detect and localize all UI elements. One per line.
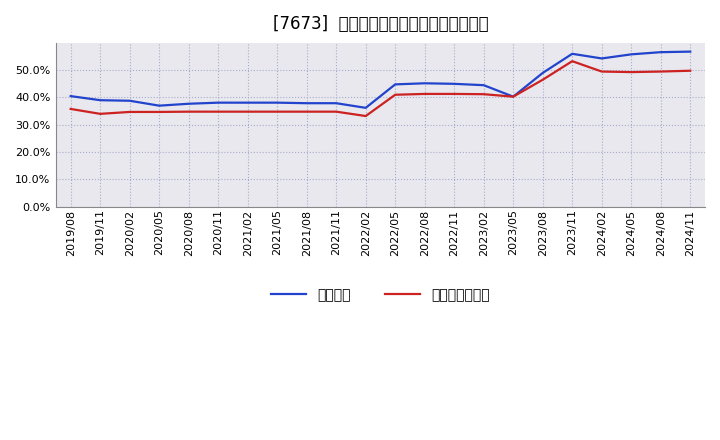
固定比率 (96, 98, 104, 103)
固定長期適合率 (302, 109, 311, 114)
固定比率 (214, 100, 222, 105)
固定比率 (480, 83, 488, 88)
固定比率 (509, 94, 518, 99)
Line: 固定比率: 固定比率 (71, 51, 690, 108)
固定長期適合率 (450, 91, 459, 96)
固定比率 (686, 49, 695, 54)
固定長期適合率 (96, 111, 104, 117)
固定比率 (450, 81, 459, 87)
固定長期適合率 (686, 68, 695, 73)
固定長期適合率 (66, 106, 75, 112)
固定長期適合率 (243, 109, 252, 114)
固定長期適合率 (420, 91, 429, 96)
固定長期適合率 (125, 109, 134, 114)
固定長期適合率 (273, 109, 282, 114)
固定比率 (568, 51, 577, 56)
Title: [7673]  固定比率、固定長期適合率の推移: [7673] 固定比率、固定長期適合率の推移 (273, 15, 488, 33)
固定比率 (125, 98, 134, 103)
固定長期適合率 (155, 109, 163, 114)
固定比率 (155, 103, 163, 108)
固定比率 (302, 101, 311, 106)
固定長期適合率 (657, 69, 665, 74)
固定比率 (539, 70, 547, 76)
固定比率 (627, 52, 636, 57)
固定長期適合率 (627, 70, 636, 75)
Legend: 固定比率, 固定長期適合率: 固定比率, 固定長期適合率 (266, 282, 495, 308)
固定長期適合率 (509, 94, 518, 99)
固定比率 (332, 101, 341, 106)
固定長期適合率 (539, 77, 547, 82)
固定長期適合率 (568, 59, 577, 64)
固定比率 (243, 100, 252, 105)
固定長期適合率 (332, 109, 341, 114)
固定比率 (420, 81, 429, 86)
固定長期適合率 (598, 69, 606, 74)
Line: 固定長期適合率: 固定長期適合率 (71, 61, 690, 116)
固定比率 (273, 100, 282, 105)
固定比率 (657, 50, 665, 55)
固定長期適合率 (361, 114, 370, 119)
固定長期適合率 (391, 92, 400, 97)
固定長期適合率 (184, 109, 193, 114)
固定比率 (598, 56, 606, 61)
固定比率 (66, 93, 75, 99)
固定比率 (391, 82, 400, 87)
固定比率 (184, 101, 193, 106)
固定長期適合率 (214, 109, 222, 114)
固定長期適合率 (480, 92, 488, 97)
固定比率 (361, 105, 370, 110)
